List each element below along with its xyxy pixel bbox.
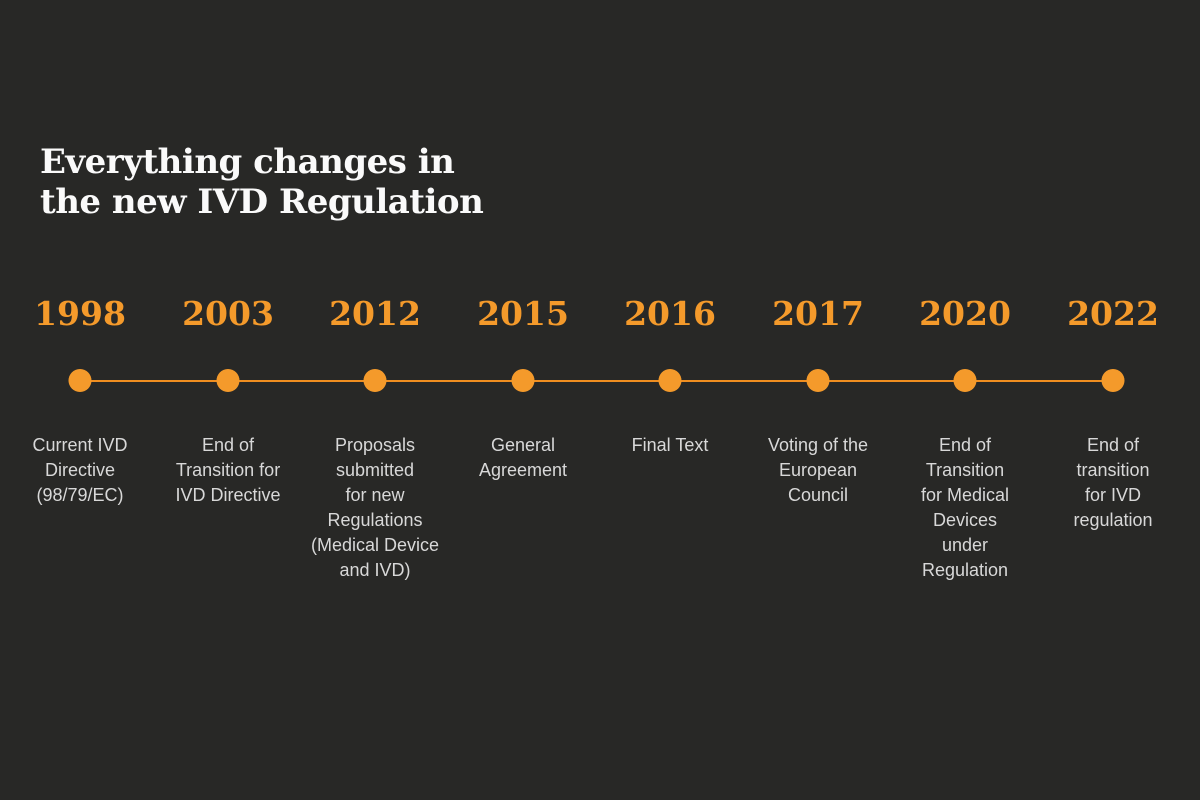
event-label: End of Transition for Medical Devices un… bbox=[920, 435, 1010, 580]
event-year: 2015 bbox=[477, 294, 569, 333]
event-year: 2016 bbox=[624, 294, 716, 333]
event-label: Final Text bbox=[631, 435, 709, 455]
event-year: 2022 bbox=[1067, 294, 1159, 333]
event-year: 2012 bbox=[329, 294, 421, 333]
timeline-event: 1998 Current IVD Directive (98/79/EC) bbox=[5, 294, 155, 506]
event-label: Current IVD Directive (98/79/EC) bbox=[32, 435, 128, 505]
timeline-connector-line bbox=[80, 380, 1113, 382]
event-year: 2003 bbox=[182, 294, 274, 333]
event-label: End of transition for IVD regulation bbox=[1073, 435, 1153, 530]
timeline-dot-icon bbox=[806, 369, 830, 392]
event-label: General Agreement bbox=[478, 435, 568, 480]
timeline-event: 2020 End of Transition for Medical Devic… bbox=[890, 294, 1040, 581]
event-year: 2017 bbox=[772, 294, 864, 333]
timeline-dot-icon bbox=[363, 369, 387, 392]
timeline-event: 2017 Voting of the European Council bbox=[743, 294, 893, 506]
event-label: Voting of the European Council bbox=[767, 435, 869, 505]
timeline-event: 2015 General Agreement bbox=[448, 294, 598, 481]
event-year: 2020 bbox=[919, 294, 1011, 333]
timeline-dot-icon bbox=[511, 369, 535, 392]
event-year: 1998 bbox=[34, 294, 126, 333]
timeline-event: 2012 Proposals submitted for new Regulat… bbox=[300, 294, 450, 581]
event-label: End of Transition for IVD Directive bbox=[175, 435, 281, 505]
timeline-dot-icon bbox=[658, 369, 682, 392]
timeline-event: 2003 End of Transition for IVD Directive bbox=[153, 294, 303, 506]
timeline-event: 2022 End of transition for IVD regulatio… bbox=[1038, 294, 1188, 531]
timeline-event: 2016 Final Text bbox=[595, 294, 745, 456]
page-title: Everything changes in the new IVD Regula… bbox=[40, 142, 484, 222]
timeline-dot-icon bbox=[68, 369, 92, 392]
event-label: Proposals submitted for new Regulations … bbox=[310, 435, 440, 580]
timeline-dot-icon bbox=[953, 369, 977, 392]
timeline-dot-icon bbox=[1101, 369, 1125, 392]
timeline-dot-icon bbox=[216, 369, 240, 392]
